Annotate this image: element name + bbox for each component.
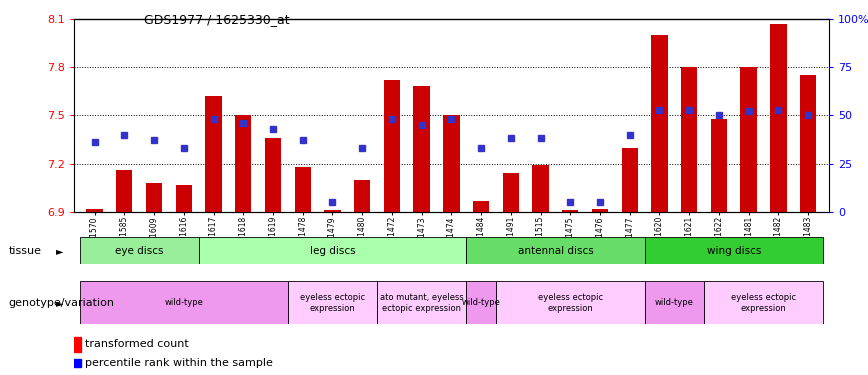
Bar xyxy=(288,281,377,324)
Bar xyxy=(651,35,667,212)
Bar xyxy=(592,209,608,212)
Text: ►: ► xyxy=(56,298,64,308)
Bar xyxy=(496,281,645,324)
Bar xyxy=(681,67,697,212)
Bar xyxy=(146,183,162,212)
Text: GDS1977 / 1625330_at: GDS1977 / 1625330_at xyxy=(144,13,290,26)
Bar xyxy=(87,209,102,212)
Bar xyxy=(384,80,400,212)
Bar xyxy=(235,116,252,212)
Bar xyxy=(645,281,704,324)
Text: ato mutant, eyeless
ectopic expression: ato mutant, eyeless ectopic expression xyxy=(380,293,464,312)
Text: wild-type: wild-type xyxy=(654,298,694,307)
Bar xyxy=(294,167,311,212)
Bar xyxy=(473,201,490,212)
Bar xyxy=(80,237,199,264)
Bar xyxy=(199,237,466,264)
Bar xyxy=(325,210,340,212)
Text: transformed count: transformed count xyxy=(85,339,188,349)
Bar xyxy=(562,210,578,212)
Text: wild-type: wild-type xyxy=(164,298,203,307)
Bar xyxy=(770,24,786,212)
Bar xyxy=(503,173,519,212)
Bar xyxy=(444,116,459,212)
Text: ►: ► xyxy=(56,246,64,256)
Text: eye discs: eye discs xyxy=(115,246,163,256)
Text: antennal discs: antennal discs xyxy=(517,246,594,256)
Text: eyeless ectopic
expression: eyeless ectopic expression xyxy=(537,293,603,312)
Bar xyxy=(175,184,192,212)
Text: tissue: tissue xyxy=(9,246,42,256)
Text: genotype/variation: genotype/variation xyxy=(9,298,115,308)
Bar xyxy=(80,281,288,324)
Bar xyxy=(74,337,81,352)
Bar xyxy=(265,138,281,212)
Text: wing discs: wing discs xyxy=(707,246,761,256)
Bar xyxy=(532,165,549,212)
Bar xyxy=(621,147,638,212)
Text: eyeless ectopic
expression: eyeless ectopic expression xyxy=(731,293,796,312)
Text: eyeless ectopic
expression: eyeless ectopic expression xyxy=(299,293,365,312)
Bar xyxy=(377,281,466,324)
Bar xyxy=(740,67,757,212)
Bar xyxy=(800,75,816,212)
Bar xyxy=(206,96,221,212)
Bar xyxy=(704,281,823,324)
Text: leg discs: leg discs xyxy=(310,246,355,256)
Bar xyxy=(466,281,496,324)
Bar xyxy=(354,180,371,212)
Text: percentile rank within the sample: percentile rank within the sample xyxy=(85,358,273,368)
Bar xyxy=(711,118,727,212)
Bar xyxy=(645,237,823,264)
Bar xyxy=(413,86,430,212)
Text: wild-type: wild-type xyxy=(462,298,501,307)
Bar xyxy=(466,237,645,264)
Bar xyxy=(116,170,133,212)
